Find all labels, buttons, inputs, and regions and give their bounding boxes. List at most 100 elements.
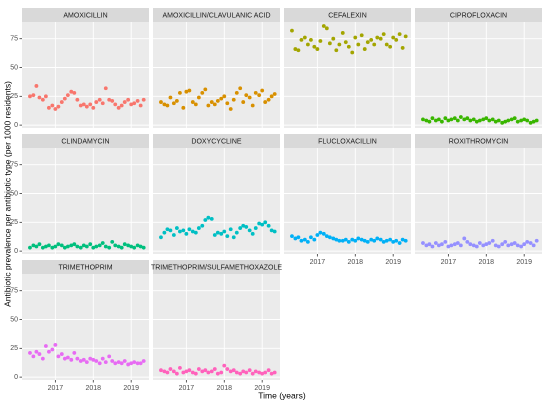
strip xyxy=(415,8,542,22)
point xyxy=(266,368,271,373)
point xyxy=(253,90,258,95)
point xyxy=(200,223,205,228)
y-tick-label: 75 xyxy=(10,36,18,43)
panel xyxy=(153,22,280,128)
point xyxy=(500,242,505,247)
strip xyxy=(22,134,149,148)
point xyxy=(40,97,45,102)
point xyxy=(296,48,301,53)
point xyxy=(97,97,102,102)
point xyxy=(315,47,320,51)
point xyxy=(65,355,70,360)
point xyxy=(219,370,224,375)
point xyxy=(238,86,243,91)
strip-label: TRIMETHOPRIM/SULFAMETHOXAZOLE xyxy=(151,264,282,271)
point xyxy=(321,24,326,28)
strip xyxy=(153,8,280,22)
point xyxy=(455,241,460,245)
point xyxy=(531,243,536,248)
point xyxy=(272,370,277,375)
point xyxy=(443,240,448,244)
point xyxy=(135,361,140,366)
point xyxy=(490,117,495,122)
point xyxy=(119,361,124,366)
point xyxy=(309,235,313,240)
point xyxy=(138,244,143,249)
point xyxy=(62,356,67,361)
point xyxy=(244,93,249,98)
point xyxy=(496,118,501,123)
point xyxy=(250,371,255,376)
point xyxy=(293,236,298,241)
point xyxy=(465,116,470,121)
point xyxy=(353,238,358,243)
point xyxy=(37,242,42,247)
point xyxy=(403,34,408,39)
point xyxy=(359,33,364,38)
point xyxy=(225,234,230,239)
point xyxy=(324,26,329,31)
point xyxy=(446,244,451,249)
point xyxy=(174,226,179,230)
point xyxy=(159,368,163,373)
x-tick-label: 2018 xyxy=(347,259,363,266)
x-tick-label: 2018 xyxy=(85,385,101,392)
point xyxy=(84,244,89,249)
point xyxy=(506,118,511,123)
point xyxy=(334,48,339,53)
point xyxy=(241,369,246,374)
point xyxy=(430,116,435,121)
point xyxy=(212,367,217,371)
point xyxy=(203,87,208,92)
point xyxy=(225,367,230,371)
panel xyxy=(284,22,411,128)
point xyxy=(34,84,39,88)
point xyxy=(378,237,383,242)
point xyxy=(465,240,470,244)
point xyxy=(397,241,402,245)
point xyxy=(384,238,389,243)
point xyxy=(141,359,146,363)
point xyxy=(257,370,262,375)
point xyxy=(362,47,367,51)
point xyxy=(400,46,405,50)
point xyxy=(260,222,265,227)
panel xyxy=(153,274,280,380)
point xyxy=(436,243,441,248)
point xyxy=(84,360,89,365)
point xyxy=(141,97,146,102)
point xyxy=(331,236,336,241)
point xyxy=(40,356,45,361)
point xyxy=(250,103,255,108)
point xyxy=(193,102,198,107)
point xyxy=(165,370,170,375)
point xyxy=(391,35,396,40)
point xyxy=(212,102,217,107)
x-tick-label: 2019 xyxy=(254,385,270,392)
point xyxy=(257,221,262,226)
point xyxy=(171,101,176,106)
point xyxy=(116,244,121,249)
point xyxy=(515,243,520,248)
point xyxy=(65,244,70,249)
panel xyxy=(284,148,411,254)
point xyxy=(522,242,527,247)
point xyxy=(519,244,524,249)
point xyxy=(337,42,342,47)
y-tick-label: 25 xyxy=(10,219,18,226)
point xyxy=(481,243,486,248)
strip-label: ROXITHROMYCIN xyxy=(449,138,509,145)
point xyxy=(228,369,233,374)
point xyxy=(53,107,58,111)
strip-label: AMOXICILLIN xyxy=(63,12,107,19)
point xyxy=(113,361,118,366)
y-axis-title: Antibiotic prevalence per antibiotic typ… xyxy=(2,81,12,307)
point xyxy=(312,44,317,49)
point xyxy=(260,88,265,93)
point xyxy=(327,235,332,240)
point xyxy=(31,354,36,359)
point xyxy=(168,367,173,371)
point xyxy=(215,371,220,376)
point xyxy=(241,100,246,104)
point xyxy=(474,119,479,124)
